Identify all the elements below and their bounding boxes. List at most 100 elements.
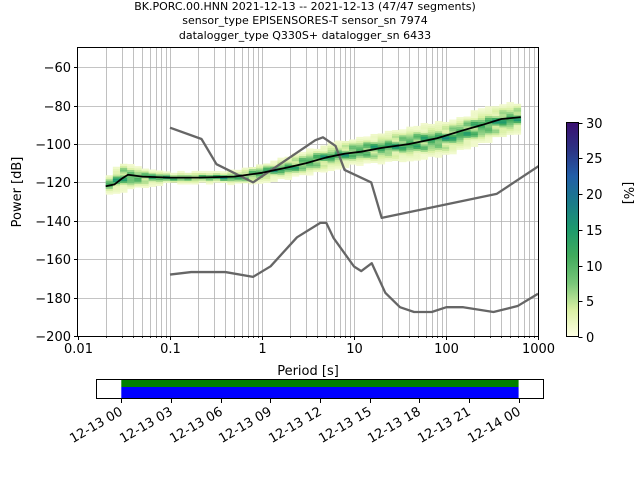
histogram-cell — [205, 172, 214, 175]
colorbar-tick-label: 30 — [586, 117, 603, 132]
histogram-cell — [184, 182, 192, 185]
histogram-cell — [120, 186, 128, 189]
histogram-cell — [499, 106, 507, 109]
histogram-cell — [477, 108, 486, 111]
histogram-cell — [513, 126, 522, 129]
histogram-cell — [456, 120, 464, 124]
histogram-cell — [220, 176, 228, 180]
histogram-cell — [298, 159, 307, 162]
histogram-cell — [349, 147, 357, 150]
histogram-cell — [313, 154, 321, 157]
histogram-cell — [463, 141, 471, 144]
histogram-cell — [277, 157, 285, 160]
histogram-cell — [320, 151, 328, 154]
histogram-cell — [406, 155, 414, 158]
histogram-cell — [227, 177, 235, 180]
histogram-cell — [356, 159, 364, 163]
histogram-cell — [427, 145, 436, 148]
x-tick-label: 0.01 — [64, 342, 93, 357]
histogram-cell — [177, 182, 185, 185]
histogram-cell — [384, 132, 393, 135]
histogram-cell — [255, 173, 264, 177]
histogram-cell — [492, 133, 500, 136]
histogram-cell — [499, 131, 507, 134]
histogram-cell — [198, 174, 207, 177]
data-used-bar — [121, 387, 519, 398]
histogram-cell — [327, 143, 336, 147]
histogram-cell — [105, 186, 114, 189]
histogram-cell — [177, 172, 185, 175]
histogram-cell — [399, 154, 407, 157]
histogram-cell — [377, 137, 386, 140]
histogram-cell — [327, 159, 336, 162]
histogram-cell — [127, 175, 135, 178]
histogram-cell — [370, 139, 378, 142]
histogram-cell — [477, 110, 486, 113]
histogram-cell — [363, 151, 371, 154]
y-tick-label: −200 — [35, 330, 71, 345]
colorbar: 0 5 10 15 20 25 30 [%] — [566, 117, 635, 346]
histogram-cell — [220, 180, 228, 183]
histogram-cell — [485, 129, 493, 132]
histogram-cell — [356, 142, 364, 145]
histogram-cell — [127, 183, 135, 186]
histogram-cell — [112, 178, 121, 181]
histogram-cell — [205, 178, 214, 181]
histogram-cell — [162, 180, 171, 184]
histogram-cell — [227, 182, 235, 186]
histogram-cell — [499, 111, 507, 114]
histogram-cell — [112, 184, 121, 187]
timeline-frame — [96, 379, 544, 399]
histogram-cell — [127, 185, 135, 188]
histogram-cell — [298, 157, 307, 160]
histogram-cell — [127, 179, 135, 182]
histogram-cell — [513, 130, 522, 133]
histogram-cell — [270, 177, 278, 180]
histogram-cell — [506, 128, 514, 132]
histogram-cell — [248, 170, 257, 173]
histogram-cell — [406, 159, 414, 162]
histogram-cell — [234, 181, 242, 184]
x-axis-label: Period [s] — [277, 364, 339, 379]
histogram-cell — [277, 174, 285, 178]
x-tick-label: 1000 — [522, 342, 555, 357]
histogram-cell — [112, 166, 121, 169]
histogram-cell — [427, 152, 436, 155]
histogram-cell — [413, 131, 421, 134]
histogram-cell — [399, 148, 407, 151]
histogram-cell — [155, 172, 164, 175]
histogram-cell — [127, 187, 135, 190]
histogram-cell — [463, 147, 471, 150]
histogram-cell — [270, 164, 278, 167]
histogram-cell — [155, 178, 164, 181]
histogram-cell — [291, 161, 300, 164]
histogram-cell — [177, 170, 185, 173]
histogram-cell — [241, 175, 250, 178]
histogram-cell — [492, 125, 500, 128]
histogram-cell — [399, 152, 407, 155]
histogram-cell — [413, 154, 421, 157]
histogram-cell — [127, 164, 135, 167]
histogram-cell — [349, 156, 357, 159]
histogram-cell — [141, 170, 149, 173]
histogram-cell — [499, 134, 507, 138]
timeline-bars — [121, 380, 519, 398]
histogram-cell — [399, 142, 407, 145]
histogram-cell — [177, 180, 185, 183]
histogram-cell — [434, 122, 443, 126]
histogram-cell — [499, 119, 507, 122]
histogram-cell — [356, 158, 364, 161]
histogram-cell — [449, 144, 457, 147]
histogram-cell — [492, 110, 500, 113]
histogram-cell — [434, 128, 443, 131]
histogram-cell — [506, 127, 514, 130]
histogram-cell — [420, 147, 429, 151]
histogram-cell — [413, 156, 421, 159]
histogram-cell — [313, 168, 321, 171]
histogram-cell — [399, 135, 407, 138]
histogram-cell — [263, 176, 271, 180]
histogram-cell — [370, 141, 378, 144]
histogram-cell — [277, 173, 285, 176]
histogram-cell — [141, 183, 149, 187]
histogram-cell — [370, 143, 378, 146]
